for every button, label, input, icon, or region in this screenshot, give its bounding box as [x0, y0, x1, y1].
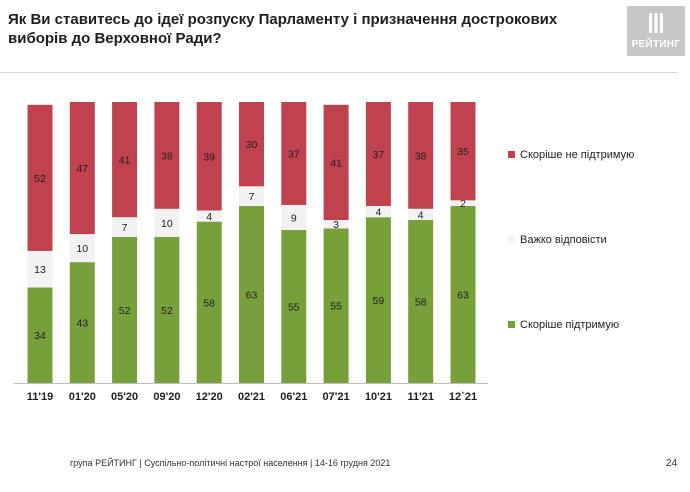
data-label: 4: [375, 207, 381, 219]
bar-oppose-2: [112, 102, 138, 218]
bar-support-0: [27, 287, 53, 383]
x-tick-label: 09'20: [153, 391, 180, 403]
bar-oppose-0: [27, 104, 53, 251]
bar-undecided-9: [408, 208, 434, 221]
x-tick-label: 10'21: [365, 391, 392, 403]
data-label: 7: [249, 191, 255, 203]
legend-label: Важко відповісти: [520, 234, 607, 246]
data-label: 4: [206, 211, 212, 223]
data-label: 63: [246, 289, 258, 301]
title-divider: [0, 72, 678, 73]
logo-text: РЕЙТИНГ: [631, 39, 681, 50]
data-label: 41: [119, 155, 131, 167]
data-label: 9: [291, 212, 297, 224]
bar-oppose-4: [196, 102, 222, 211]
bar-oppose-3: [154, 102, 180, 209]
data-label: 35: [457, 146, 469, 158]
x-tick-label: 02'21: [238, 391, 265, 403]
bar-undecided-6: [281, 204, 307, 230]
x-tick-label: 12'20: [196, 391, 223, 403]
x-tick-label: 06'21: [280, 391, 307, 403]
bar-support-9: [408, 220, 434, 383]
bar-undecided-10: [450, 200, 476, 206]
legend-label: Скоріше не підтримую: [520, 149, 634, 161]
bar-oppose-9: [408, 102, 434, 209]
data-label: 47: [76, 163, 88, 175]
bar-support-7: [323, 228, 349, 383]
data-label: 43: [76, 318, 88, 330]
x-tick-label: 07'21: [323, 391, 350, 403]
bar-oppose-8: [365, 102, 391, 206]
data-label: 13: [34, 264, 46, 276]
data-label: 58: [203, 297, 215, 309]
data-label: 38: [161, 150, 173, 162]
chart-title: Як Ви ставитесь до ідеї розпуску Парламе…: [8, 11, 558, 47]
bar-undecided-8: [365, 205, 391, 218]
bar-support-3: [154, 236, 180, 383]
x-tick-label: 01'20: [69, 391, 96, 403]
bar-undecided-7: [323, 220, 349, 229]
bar-undecided-1: [69, 234, 95, 263]
bar-undecided-0: [27, 250, 53, 288]
legend-label: Скоріше підтримую: [520, 319, 619, 331]
bar-undecided-4: [196, 210, 222, 222]
bar-undecided-2: [112, 217, 138, 237]
data-label: 52: [161, 305, 173, 317]
bar-oppose-7: [323, 104, 349, 221]
legend-swatch: [508, 236, 515, 243]
bar-undecided-5: [239, 186, 264, 206]
rating-logo: РЕЙТИНГ: [627, 6, 685, 56]
data-label: 52: [119, 305, 131, 317]
rating-logo-icon: [649, 13, 663, 33]
bar-support-2: [112, 236, 138, 383]
bar-support-10: [450, 205, 476, 383]
bar-oppose-1: [69, 102, 95, 235]
data-label: 41: [330, 157, 342, 169]
legend-swatch: [508, 151, 515, 158]
data-label: 39: [203, 151, 215, 163]
data-label: 10: [76, 243, 88, 255]
bar-support-1: [69, 262, 95, 383]
data-label: 58: [415, 297, 427, 309]
data-label: 34: [34, 330, 46, 342]
data-label: 63: [457, 289, 469, 301]
data-label: 37: [288, 148, 300, 160]
data-label: 30: [246, 139, 258, 151]
data-label: 52: [34, 173, 46, 185]
data-label: 59: [373, 295, 385, 307]
bar-support-8: [365, 217, 391, 383]
data-label: 55: [330, 301, 342, 313]
data-label: 10: [161, 218, 173, 230]
bar-oppose-6: [281, 102, 307, 205]
bar-support-5: [239, 205, 264, 383]
bar-undecided-3: [154, 208, 180, 237]
data-label: 38: [415, 150, 427, 162]
bar-support-6: [281, 229, 307, 383]
data-label: 7: [122, 222, 128, 234]
data-label: 37: [373, 149, 385, 161]
x-tick-label: 12`21: [449, 391, 477, 403]
data-label: 3: [333, 219, 339, 231]
bar-oppose-10: [450, 102, 476, 201]
legend-swatch: [508, 321, 515, 328]
footer-text: група РЕЙТИНГ | Суспільно-політичні наст…: [70, 458, 391, 468]
page-number: 24: [666, 458, 678, 469]
bar-support-4: [196, 221, 222, 383]
x-tick-label: 11'21: [407, 391, 433, 403]
data-label: 4: [418, 209, 424, 221]
data-label: 55: [288, 301, 300, 313]
x-tick-label: 05'20: [111, 391, 138, 403]
data-label: 2: [460, 198, 466, 210]
bar-oppose-5: [239, 102, 264, 187]
x-tick-label: 11'19: [27, 391, 53, 403]
